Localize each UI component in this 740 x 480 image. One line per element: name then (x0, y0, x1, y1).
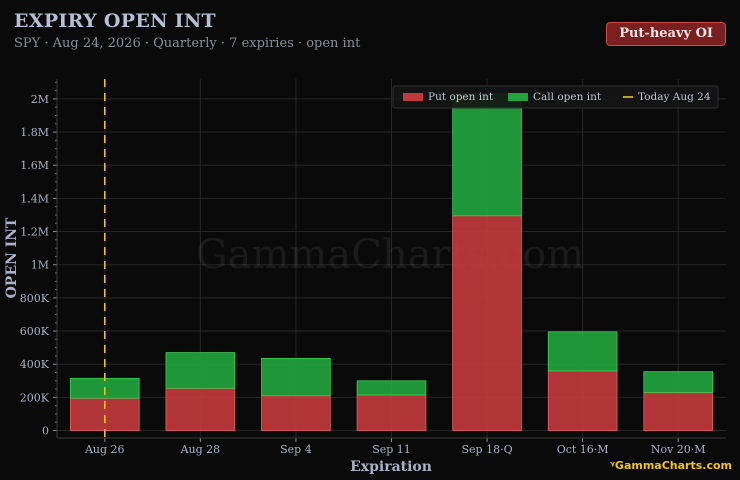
legend-call-label: Call open int (533, 91, 602, 103)
x-tick-label: Nov 20·M (651, 443, 706, 456)
call-bar (547, 331, 618, 372)
y-tick-label: 1M (31, 259, 49, 272)
call-bar (643, 371, 714, 393)
put-bar (547, 370, 618, 431)
x-axis-label: Expiration (350, 459, 432, 475)
put-bar (452, 215, 522, 431)
x-tick-label: Sep 11 (372, 443, 411, 456)
call-bar (356, 380, 427, 396)
chart-subtitle: SPY · Aug 24, 2026 · Quarterly · 7 expir… (14, 36, 361, 51)
x-tick-label: Oct 16·M (557, 443, 609, 456)
y-tick-label: 2M (31, 93, 49, 106)
axes: 0 200K 400K 600K 800K 1M 1.2M 1.4M 1.6M 1.8M 2M Aug… (20, 79, 726, 456)
y-tick-label: 800K (20, 292, 50, 305)
legend-today-label: Today Aug 24 (638, 91, 711, 103)
legend: Put open int Call open int Today Aug 24 (392, 85, 719, 109)
y-axis-label: OPEN INT (4, 217, 20, 298)
x-tick-label: Sep 4 (280, 443, 312, 456)
y-tick-label: 1.2M (20, 226, 49, 239)
legend-put-label: Put open int (428, 91, 494, 103)
y-tick-label: 1.4M (20, 192, 49, 205)
call-bar (452, 93, 522, 217)
x-tick-label: Aug 28 (180, 443, 221, 456)
y-tick-label: 200K (20, 391, 50, 404)
legend-box (392, 85, 719, 109)
y-tick-label: 0 (42, 425, 49, 438)
legend-call-swatch (508, 93, 528, 101)
put-bar (165, 387, 236, 431)
put-bar (643, 391, 714, 431)
chart-title: EXPIRY OPEN INT (14, 10, 216, 32)
y-tick-label: 1.8M (20, 126, 49, 139)
x-tick-label: Aug 26 (84, 443, 125, 456)
y-tick-label: 600K (20, 325, 50, 338)
call-bar (261, 358, 331, 397)
watermark: GammaCharts.com (196, 232, 585, 278)
call-bar (165, 352, 236, 389)
bars (69, 93, 714, 431)
x-tick-label: Sep 18·Q (462, 443, 513, 456)
put-bar (356, 394, 427, 431)
y-tick-label: 1.6M (20, 159, 49, 172)
put-bar (261, 395, 331, 431)
y-tick-label: 400K (20, 358, 50, 371)
legend-put-swatch (403, 93, 423, 101)
brand-logo: ᵞGammaCharts.com (610, 459, 732, 472)
sentiment-badge: Put-heavy OI (606, 22, 726, 46)
